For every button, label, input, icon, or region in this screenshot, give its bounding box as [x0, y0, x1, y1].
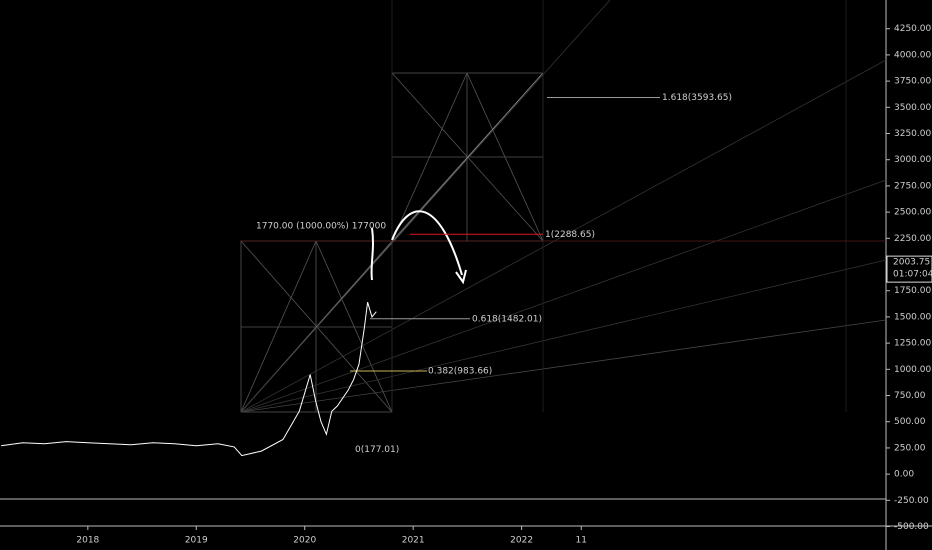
y-tick-label: 2500.00 — [894, 208, 931, 218]
y-tick-label: 3000.00 — [894, 155, 931, 165]
y-tick-label: 4000.00 — [894, 50, 931, 60]
y-tick-label: 500.00 — [894, 417, 926, 427]
fib-level-label: 0.618(1482.01) — [472, 314, 542, 324]
price-line — [1, 302, 377, 457]
x-tick-label: 2018 — [76, 536, 99, 546]
x-tick-label: 11 — [576, 536, 587, 546]
arrow-head — [455, 269, 467, 285]
y-tick-label: 4250.00 — [894, 24, 931, 34]
y-tick-label: 2750.00 — [894, 181, 931, 191]
x-tick-label: 2020 — [293, 536, 316, 546]
y-tick-label: 250.00 — [894, 443, 926, 453]
x-tick-label: 2022 — [510, 536, 533, 546]
y-tick-label: 2250.00 — [894, 234, 931, 244]
fib-level-label: 0(177.01) — [355, 445, 399, 455]
last-price-label: 2003.75 — [893, 258, 930, 268]
y-tick-label: 1750.00 — [894, 286, 931, 296]
countdown-label: 01:07:04 — [893, 270, 932, 280]
fib-level-label: 1(2288.65) — [545, 230, 595, 240]
y-tick-label: 3250.00 — [894, 129, 931, 139]
fib-geometry — [240, 0, 887, 413]
y-tick-label: 1000.00 — [894, 365, 931, 375]
x-tick-label: 2021 — [402, 536, 425, 546]
y-tick-label: 750.00 — [894, 391, 926, 401]
y-tick-label: 1250.00 — [894, 339, 931, 349]
annotation: 1770.00 (1000.00%) 177000 — [256, 222, 386, 232]
y-tick-label: 1500.00 — [894, 312, 931, 322]
fib-level-label: 1.618(3593.65) — [662, 93, 732, 103]
fib-level-label: 0.382(983.66) — [428, 367, 492, 377]
y-tick-label: 3750.00 — [894, 77, 931, 87]
x-tick-label: 2019 — [185, 536, 208, 546]
y-tick-label: 3500.00 — [894, 103, 931, 113]
projection-arrow — [370, 210, 463, 281]
y-tick-label: 0.00 — [894, 470, 914, 480]
y-tick-label: -500.00 — [894, 522, 929, 532]
y-tick-label: -250.00 — [894, 496, 929, 506]
price-badge — [886, 255, 932, 283]
